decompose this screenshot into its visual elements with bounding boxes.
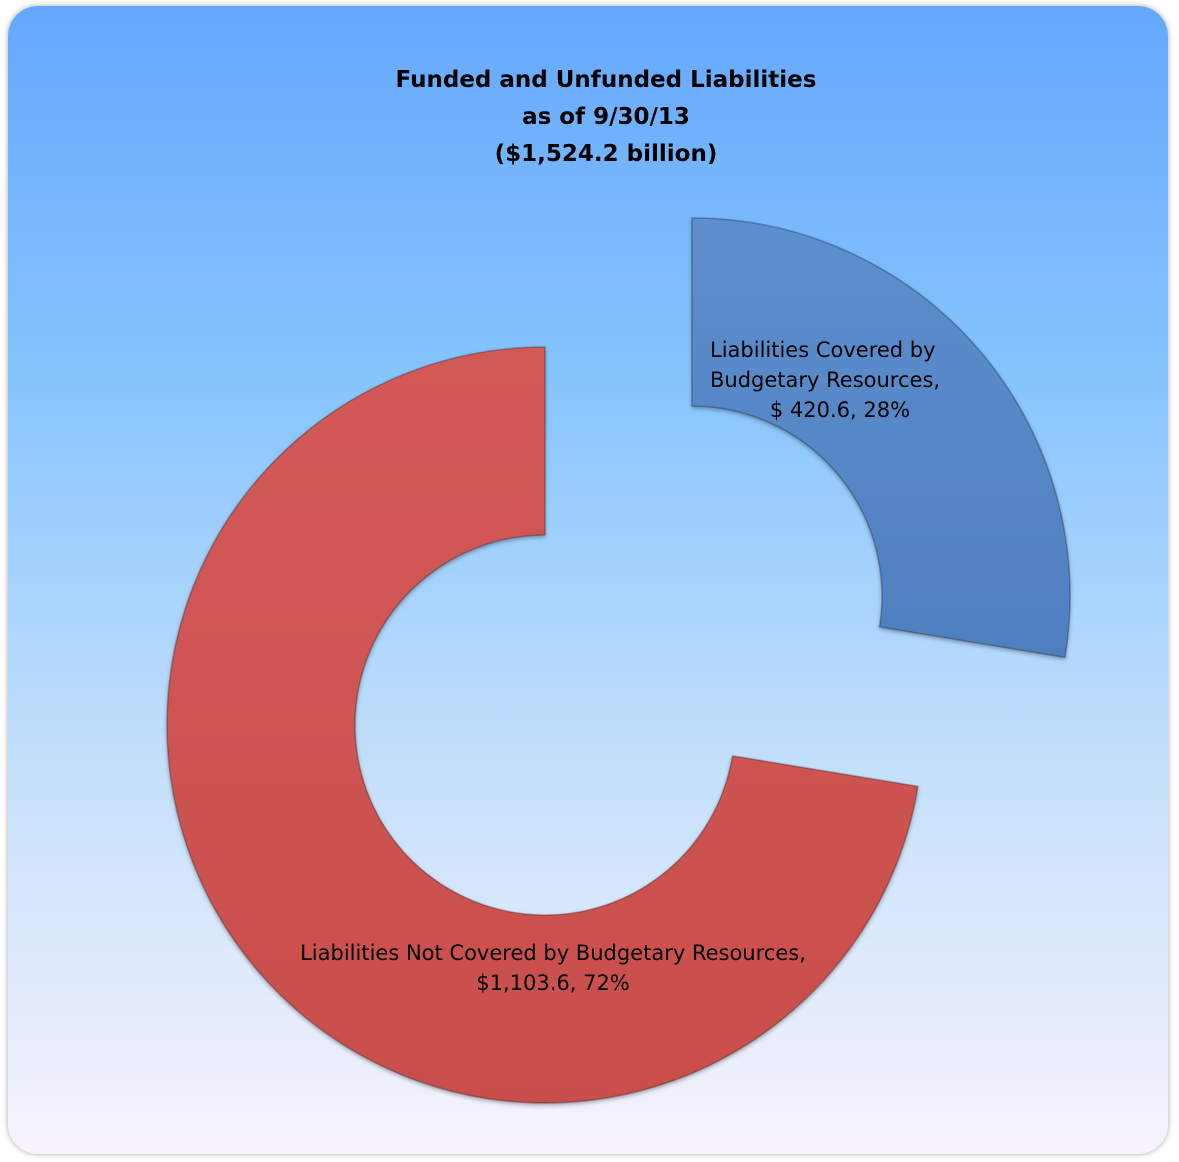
slice-label-not-covered-line-2: $1,103.6, 72% (476, 971, 630, 995)
slice-label-covered-line-2: Budgetary Resources, (710, 368, 941, 392)
chart-title-line-1: Funded and Unfunded Liabilities (395, 67, 817, 93)
slice-label-covered-line-3: $ 420.6, 28% (769, 398, 911, 422)
chart-title-line-2: as of 9/30/13 (522, 104, 690, 130)
slice-label-covered: Liabilities Covered by Budgetary Resourc… (710, 335, 940, 425)
slice-label-covered-line-1: Liabilities Covered by (710, 338, 936, 362)
chart-title: Funded and Unfunded Liabilities as of 9/… (0, 62, 1179, 173)
slice-covered (691, 217, 1071, 659)
slice-label-not-covered-line-1: Liabilities Not Covered by Budgetary Res… (300, 941, 806, 965)
slice-not-covered (166, 346, 919, 1104)
slice-label-not-covered: Liabilities Not Covered by Budgetary Res… (268, 938, 838, 998)
chart-title-line-3: ($1,524.2 billion) (494, 141, 718, 167)
